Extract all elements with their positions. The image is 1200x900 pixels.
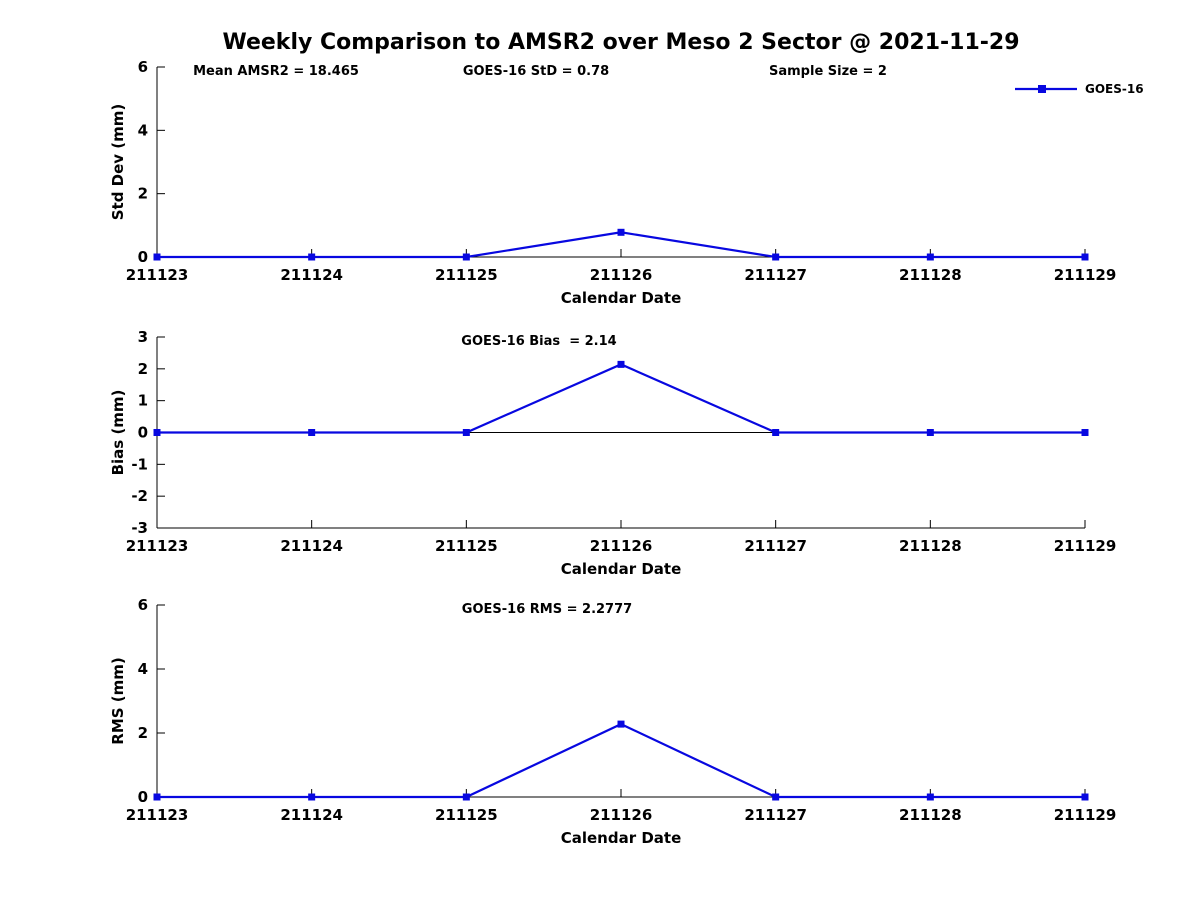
annotation: Sample Size = 2 <box>769 64 887 79</box>
x-tick-label: 211126 <box>590 266 653 284</box>
x-tick-label: 211128 <box>899 537 962 555</box>
annotation: Mean AMSR2 = 18.465 <box>193 64 359 79</box>
series-line <box>157 363 1085 434</box>
x-tick-label: 211128 <box>899 806 962 824</box>
y-tick-label: 2 <box>138 724 148 742</box>
data-point-marker <box>772 793 780 801</box>
data-point-marker <box>926 793 934 801</box>
x-axis-label: Calendar Date <box>561 289 682 307</box>
data-point-marker <box>1081 429 1089 436</box>
x-tick-label: 211125 <box>435 806 498 824</box>
x-axis-label: Calendar Date <box>561 829 682 847</box>
x-tick-label: 211127 <box>744 806 807 824</box>
legend-label: GOES-16 <box>1085 82 1144 96</box>
x-tick-label: 211128 <box>899 266 962 284</box>
data-point-marker <box>462 253 470 261</box>
x-tick-label: 211124 <box>280 537 343 555</box>
x-tick-label: 211125 <box>435 266 498 284</box>
data-point-marker <box>153 793 161 801</box>
data-point-marker <box>617 720 625 728</box>
data-point-marker <box>926 253 934 261</box>
y-tick-label: 0 <box>138 424 148 442</box>
x-tick-label: 211129 <box>1054 806 1117 824</box>
subplot-bias: -3 -2 -1 0 1 2 3 211123 211124 211125 211126 211127… <box>109 328 1116 578</box>
data-point-marker <box>926 429 934 436</box>
y-tick-label: 2 <box>138 185 148 203</box>
data-point-marker <box>1081 253 1089 261</box>
x-tick-label: 211125 <box>435 537 498 555</box>
y-tick-label: 6 <box>138 58 148 76</box>
x-tick-label: 211123 <box>126 806 189 824</box>
series-line <box>157 722 1085 799</box>
data-point-marker <box>772 429 780 436</box>
y-axis-label: RMS (mm) <box>109 657 127 744</box>
x-tick-label: 211124 <box>280 806 343 824</box>
data-point-marker <box>153 429 161 436</box>
data-point-marker <box>617 360 625 368</box>
data-point-marker <box>308 429 316 436</box>
y-tick-label: 4 <box>138 660 148 678</box>
legend: GOES-16 <box>1014 81 1144 97</box>
x-tick-label: 211124 <box>280 266 343 284</box>
data-point-marker <box>1081 793 1089 801</box>
x-axis-label: Calendar Date <box>561 560 682 578</box>
x-tick-label: 211126 <box>590 806 653 824</box>
x-tick-label: 211126 <box>590 537 653 555</box>
data-point-marker <box>153 253 161 261</box>
x-tick-label: 211127 <box>744 266 807 284</box>
y-tick-label: 2 <box>138 360 148 378</box>
x-tick-label: 211129 <box>1054 266 1117 284</box>
annotation: GOES-16 RMS = 2.2777 <box>462 602 632 617</box>
data-point-marker <box>462 793 470 801</box>
annotation: GOES-16 Bias = 2.14 <box>461 334 616 349</box>
y-tick-label: 3 <box>138 328 148 346</box>
y-axis-label: Bias (mm) <box>109 390 127 476</box>
data-point-marker <box>308 793 316 801</box>
subplot-rms: 0 2 4 6 211123 211124 211125 211126 211127 211128… <box>109 596 1116 847</box>
figure-title: Weekly Comparison to AMSR2 over Meso 2 S… <box>222 30 1020 55</box>
x-tick-label: 211123 <box>126 537 189 555</box>
y-tick-label: -3 <box>131 519 148 537</box>
y-tick-label: 0 <box>138 788 148 806</box>
y-tick-label: -2 <box>131 487 148 505</box>
annotation: GOES-16 StD = 0.78 <box>463 64 609 79</box>
legend-square-marker-icon <box>1038 85 1046 93</box>
y-axis-label: Std Dev (mm) <box>109 104 127 221</box>
y-tick-label: 4 <box>138 121 148 139</box>
x-tick-label: 211127 <box>744 537 807 555</box>
data-point-marker <box>617 228 625 236</box>
x-tick-label: 211129 <box>1054 537 1117 555</box>
y-tick-label: -1 <box>131 455 148 473</box>
data-point-marker <box>308 253 316 261</box>
subplot-std-dev: 0 2 4 6 211123 211124 211125 211126 211127 211128… <box>109 58 1116 307</box>
data-point-marker <box>462 429 470 436</box>
y-tick-label: 0 <box>138 248 148 266</box>
x-tick-label: 211123 <box>126 266 189 284</box>
y-tick-label: 6 <box>138 596 148 614</box>
y-tick-label: 1 <box>138 392 148 410</box>
legend-line-marker-icon <box>1015 85 1077 93</box>
data-point-marker <box>772 253 780 261</box>
